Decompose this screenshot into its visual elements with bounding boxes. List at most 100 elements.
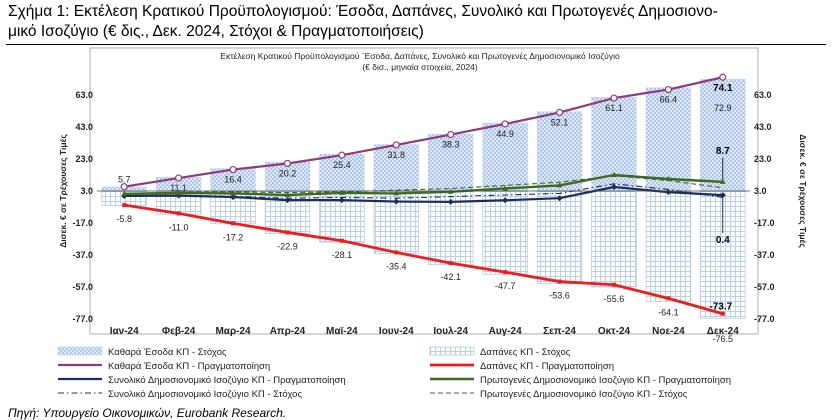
y-tick-left: 3.0 xyxy=(80,186,93,196)
total-actual-point xyxy=(284,197,291,204)
spending-actual-label: -42.1 xyxy=(440,272,461,282)
revenue-actual-label: 25.4 xyxy=(333,160,351,170)
y-tick-right: 43.0 xyxy=(754,122,772,132)
y-tick-right: -37.0 xyxy=(754,250,775,260)
legend-label: Πρωτογενές Δημοσιονομικό Ισοζύγιο ΚΠ - Π… xyxy=(480,375,731,386)
legend-item: Συνολικό Δημοσιονομικό Ισοζύγιο ΚΠ - Πρα… xyxy=(58,375,346,386)
legend-label: Δαπάνες ΚΠ - Πραγματοποίηση xyxy=(480,361,614,372)
spending-actual-label: -55.6 xyxy=(604,294,625,304)
total-actual-label: 0.4 xyxy=(716,235,730,246)
revenue-actual-point xyxy=(447,130,455,139)
legend-label: Καθαρά Έσοδα ΚΠ - Στόχος xyxy=(108,347,227,358)
spending-actual-point xyxy=(285,230,290,235)
y-tick-right: 3.0 xyxy=(754,186,767,196)
revenue-actual-point xyxy=(392,141,400,149)
revenue-actual-point xyxy=(175,174,183,182)
spending-actual-point xyxy=(448,261,453,266)
total-actual-point xyxy=(502,197,509,204)
legend-item: Δαπάνες ΚΠ - Στόχος xyxy=(429,346,571,358)
total-actual-point xyxy=(447,198,454,205)
legend-item: Καθαρά Έσοδα ΚΠ - Πραγματοποίηση xyxy=(58,361,270,372)
primary-actual-point xyxy=(230,190,237,196)
total-actual-point xyxy=(338,197,345,204)
title-rule xyxy=(6,44,826,45)
y-tick-left: -37.0 xyxy=(72,250,93,260)
spending-actual-label: -11.0 xyxy=(169,222,189,232)
y-tick-left: 23.0 xyxy=(75,154,93,164)
legend-label: Δαπάνες ΚΠ - Στόχος xyxy=(480,347,571,358)
primary-actual-point xyxy=(393,190,400,196)
spending-actual-label: -35.4 xyxy=(386,261,407,271)
revenue-actual-label: 52.1 xyxy=(551,117,569,127)
y-tick-left: -77.0 xyxy=(72,314,93,324)
revenue-actual-point xyxy=(610,94,618,102)
spending-actual-label: -17.2 xyxy=(223,232,244,242)
revenue-actual-label: 74.1 xyxy=(713,83,733,94)
legend-label: Καθαρά Έσοδα ΚΠ - Πραγματοποίηση xyxy=(108,361,270,372)
revenue-actual-label: 31.8 xyxy=(388,150,406,160)
spending-actual-point xyxy=(231,221,236,226)
x-tick-label: Αυγ-24 xyxy=(489,326,522,337)
legend-item: Πρωτογενές Δημοσιονομικό Ισοζύγιο ΚΠ - Π… xyxy=(430,375,731,386)
budget-chart: Εκτέλεση Κρατικού Προϋπολογισμού ¨Εσοδα,… xyxy=(57,47,808,400)
x-tick-label: Ιουλ-24 xyxy=(433,326,468,337)
primary-actual-point xyxy=(284,192,291,197)
revenue-actual-label: 61.1 xyxy=(605,103,623,113)
x-tick-label: Δεκ-24 xyxy=(707,326,739,337)
revenue-actual-label: 16.4 xyxy=(224,175,242,185)
y-tick-left: -57.0 xyxy=(72,282,93,292)
y-tick-left: -17.0 xyxy=(72,218,93,228)
total-actual-point xyxy=(719,192,726,199)
revenue-actual-point xyxy=(120,183,128,191)
figure-title-line1: Σχήμα 1: Εκτέλεση Κρατικού Προϋπολογισμο… xyxy=(8,3,718,20)
revenue-actual-point xyxy=(555,108,564,117)
spending-actual-point xyxy=(176,211,181,216)
figure-title-line2: μικό Ισοζύγιο (€ δις., Δεκ. 2024, Στόχοι… xyxy=(8,23,424,40)
legend-label: Συνολικό Δημοσιονομικό Ισοζύγιο ΚΠ - Στό… xyxy=(108,389,302,400)
primary-actual-point xyxy=(610,172,617,177)
y-tick-right: -77.0 xyxy=(754,314,775,324)
spending-actual-line xyxy=(123,203,724,316)
y-tick-left: 63.0 xyxy=(75,90,93,100)
spending-actual-point xyxy=(122,203,127,208)
legend-label: Συνολικό Δημοσιονομικό Ισοζύγιο ΚΠ - Πρα… xyxy=(108,375,346,386)
total-actual-line xyxy=(124,185,723,203)
spending-actual-label: -53.6 xyxy=(549,291,570,301)
revenue-actual-point xyxy=(719,73,727,81)
revenue-actual-point xyxy=(664,85,672,94)
spending-actual-point xyxy=(720,311,725,316)
legend-item: Πρωτογενές Δημοσιονομικό Ισοζύγιο ΚΠ - Σ… xyxy=(430,389,688,400)
x-tick-label: Μαρ-24 xyxy=(215,326,251,337)
primary-actual-point xyxy=(665,176,672,181)
y-axis-title-right: Δισεκ. € σε Τρέχουσες Τιμές xyxy=(798,134,808,248)
y-tick-right: 23.0 xyxy=(754,154,772,164)
revenue-actual-label: 66.4 xyxy=(660,95,678,105)
spending-target-bar xyxy=(645,190,691,302)
x-tick-label: Σεπ-24 xyxy=(543,326,576,337)
spending-actual-label: -5.8 xyxy=(116,214,132,224)
revenue-actual-label: 11.1 xyxy=(170,183,187,193)
primary-actual-point xyxy=(556,182,563,188)
revenue-actual-point xyxy=(338,151,346,159)
x-tick-label: Απρ-24 xyxy=(270,326,306,337)
revenue-target-bar xyxy=(645,87,691,192)
revenue-actual-point xyxy=(229,165,237,174)
revenue-actual-label: 5.7 xyxy=(118,175,131,185)
spending-actual-label: -28.1 xyxy=(332,250,353,260)
spending-actual-label: -64.1 xyxy=(658,307,679,317)
chart-title-line2: (€ δισ., μηνιαία στοιχεία, 2024) xyxy=(362,62,477,72)
legend-item: Καθαρά Έσοδα ΚΠ - Στόχος xyxy=(57,346,227,358)
revenue-actual-point xyxy=(283,159,292,168)
x-tick-label: Νοε-24 xyxy=(652,326,685,337)
legend-swatch xyxy=(57,346,103,356)
total-actual-point xyxy=(393,198,400,205)
revenue-actual-line xyxy=(124,76,724,188)
spending-target-bar xyxy=(482,190,528,275)
revenue-actual-label: 44.9 xyxy=(496,129,514,139)
source-note: Πηγή: Υπουργείο Οικονομικών, Eurobank Re… xyxy=(8,406,287,420)
primary-actual-point xyxy=(338,189,345,195)
revenue-actual-point xyxy=(501,120,509,128)
legend-item: Δαπάνες ΚΠ - Πραγματοποίηση xyxy=(430,361,614,372)
total-actual-point xyxy=(610,184,617,190)
x-tick-label: Φεβ-24 xyxy=(162,326,196,337)
